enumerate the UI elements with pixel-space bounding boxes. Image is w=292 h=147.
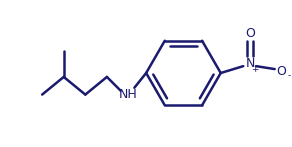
Text: -: - (288, 71, 291, 80)
Text: N: N (246, 57, 255, 70)
Text: O: O (277, 65, 286, 78)
Text: NH: NH (119, 88, 138, 101)
Text: O: O (245, 27, 255, 40)
Text: +: + (251, 65, 259, 74)
